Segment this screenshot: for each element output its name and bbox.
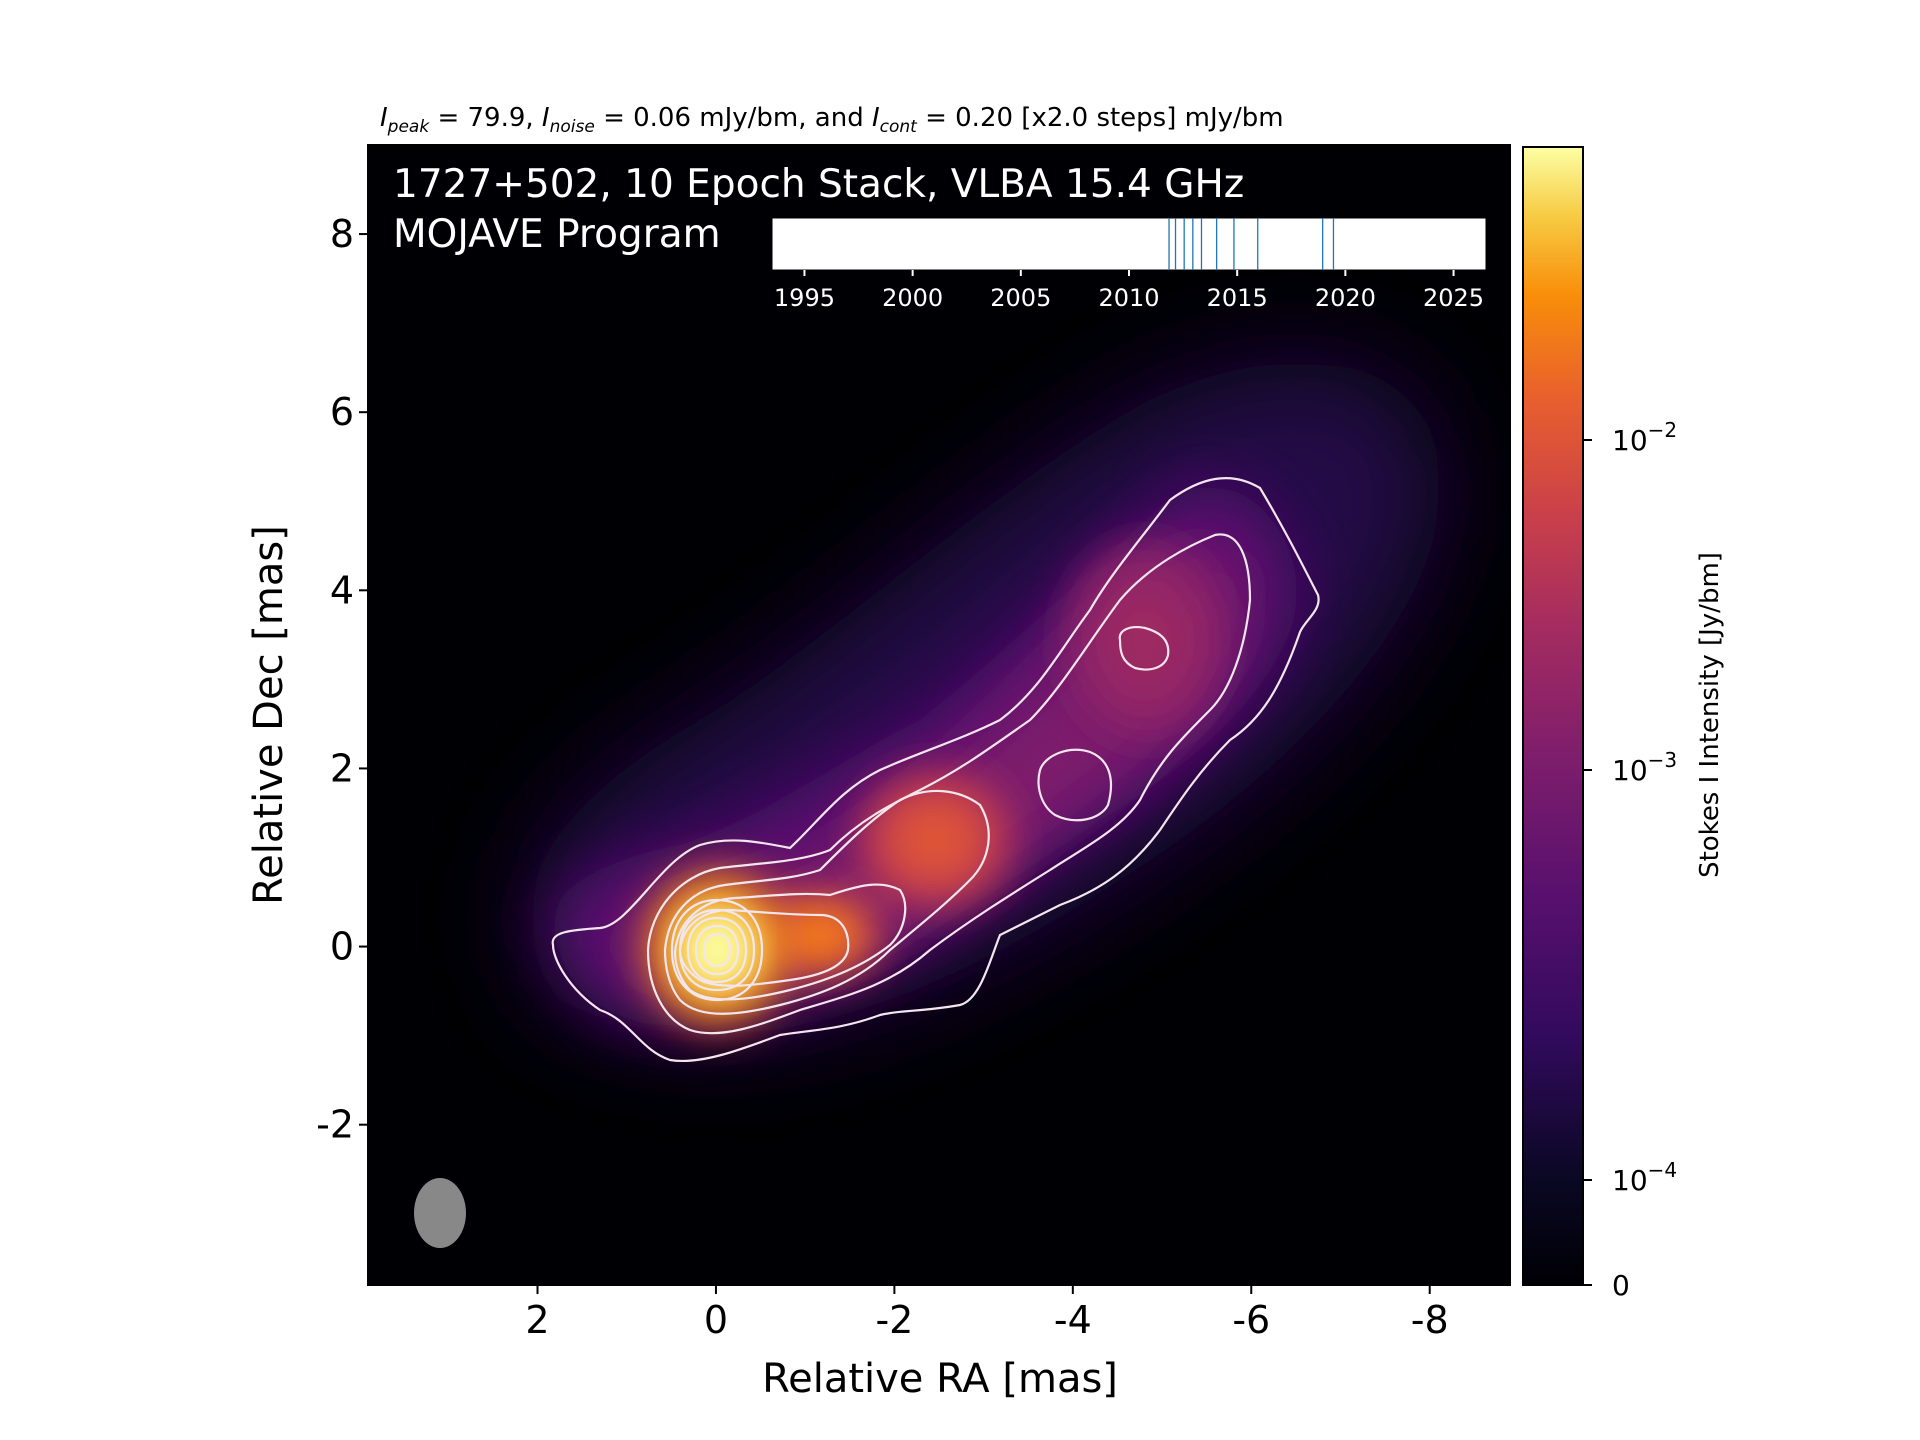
knot-outer [1050, 525, 1240, 755]
epoch-timeline: 1995 2000 2005 2010 2015 2020 2025 [771, 217, 1487, 312]
colorbar-tick-exponent: −4 [1648, 1158, 1677, 1182]
x-tick-label: -6 [1232, 1298, 1270, 1342]
x-tick-label: 0 [704, 1298, 728, 1342]
x-tick-label: 2 [525, 1298, 549, 1342]
contour-8 [686, 916, 748, 984]
y-tick-label: 6 [330, 390, 354, 434]
y-tick-label: 2 [330, 746, 354, 790]
peak-symbol: I [380, 103, 388, 133]
colorbar-tick-label: 10−3 [1612, 748, 1677, 787]
colorbar-tick-label: 10−4 [1612, 1158, 1677, 1197]
contour-9 [694, 924, 740, 976]
contour-4 [673, 883, 907, 1001]
epoch-tick-label: 2005 [990, 284, 1051, 312]
colorbar-tick-exponent: −3 [1648, 748, 1677, 772]
source-label: 1727+502, 10 Epoch Stack, VLBA 15.4 GHz [393, 162, 1244, 207]
epoch-tick-label: 2000 [882, 284, 943, 312]
cont-symbol: I [871, 103, 880, 133]
x-tick-label: -2 [875, 1298, 913, 1342]
y-axis-label: Relative Dec [mas] [246, 525, 292, 905]
contour-7 [678, 908, 756, 992]
y-tick-label: -2 [316, 1103, 354, 1147]
program-label: MOJAVE Program [393, 212, 721, 257]
contour-6 [670, 898, 764, 1002]
contour-knot-b [1037, 748, 1112, 822]
plot-frame [367, 144, 1511, 1286]
image-panel: 1727+502, 10 Epoch Stack, VLBA 15.4 GHz … [367, 144, 1511, 1286]
noise-value: = 0.06 mJy/bm, and [594, 103, 872, 133]
noise-symbol: I [541, 103, 550, 133]
cont-value: = 0.20 [x2.0 steps] mJy/bm [916, 103, 1284, 133]
epoch-tick-label: 2025 [1423, 284, 1484, 312]
epoch-timeline-box [771, 217, 1487, 271]
contour-2 [646, 533, 1252, 1035]
contour-3 [663, 789, 990, 1015]
colorbar-tick-label: 0 [1612, 1269, 1630, 1302]
epoch-tick-label: 1995 [774, 284, 835, 312]
y-tick-label: 0 [330, 925, 354, 969]
y-tick-label: 8 [330, 212, 354, 256]
contour-knot-a [1118, 626, 1170, 671]
cont-subscript: cont [879, 117, 917, 138]
intensity-map [528, 361, 1442, 1043]
x-axis-ticks: 2 0 -2 -4 -6 -8 [525, 1285, 1449, 1342]
y-axis-ticks: 8 6 4 2 0 -2 [316, 212, 368, 1147]
contours [551, 477, 1320, 1062]
epoch-tick-label: 2015 [1207, 284, 1268, 312]
peak-value: = 79.9, [429, 103, 542, 133]
contour-1 [551, 477, 1320, 1062]
contour-10 [702, 932, 732, 968]
x-tick-label: -8 [1411, 1298, 1449, 1342]
epoch-tick-label: 2010 [1098, 284, 1159, 312]
y-tick-label: 4 [330, 568, 354, 612]
colorbar-tick-exponent: −2 [1648, 418, 1677, 442]
chart-header-stats: Ipeak = 79.9, Inoise = 0.06 mJy/bm, and … [380, 103, 1284, 137]
colorbar: 10−2 10−3 10−4 0 Stokes I Intensity [Jy/bm] [1522, 146, 1725, 1302]
colorbar-gradient [1522, 146, 1584, 1286]
contour-5 [678, 908, 850, 987]
beam-ellipse [414, 1178, 466, 1248]
knot-mid [840, 755, 1030, 925]
noise-subscript: noise [549, 117, 595, 138]
colorbar-label: Stokes I Intensity [Jy/bm] [1695, 552, 1725, 878]
peak-subscript: peak [387, 117, 430, 138]
x-tick-label: -4 [1054, 1298, 1092, 1342]
colorbar-tick-label: 10−2 [1612, 418, 1677, 457]
epoch-tick-label: 2020 [1315, 284, 1376, 312]
x-axis-label: Relative RA [mas] [762, 1356, 1118, 1402]
